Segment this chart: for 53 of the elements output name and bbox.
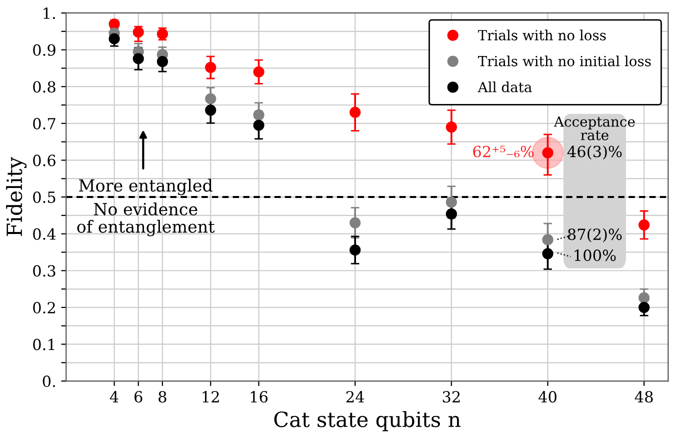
y-tick-label: 0.2 bbox=[33, 302, 55, 314]
x-tick-label: 8 bbox=[158, 391, 166, 403]
point bbox=[132, 53, 144, 64]
y-tick-label: 0.6 bbox=[33, 154, 56, 166]
x-tick-label: 12 bbox=[202, 391, 219, 402]
y-tick-label: 0.5 bbox=[33, 191, 56, 204]
point bbox=[253, 66, 264, 78]
point bbox=[205, 62, 216, 74]
y-tick-label: 0.1 bbox=[33, 338, 54, 350]
point bbox=[350, 244, 361, 256]
x-tick-label: 32 bbox=[442, 391, 460, 403]
y-tick-label: 0.9 bbox=[33, 44, 56, 56]
annotation: Acceptance rate bbox=[554, 116, 635, 140]
point bbox=[253, 120, 264, 131]
legend-label: Trials with no loss bbox=[478, 30, 606, 40]
point bbox=[446, 122, 457, 133]
legend-label: All data bbox=[478, 82, 532, 92]
y-tick-label: 1. bbox=[44, 7, 55, 20]
x-tick-label: 6 bbox=[134, 391, 142, 403]
y-tick-label: 0. bbox=[42, 376, 55, 388]
point bbox=[205, 104, 216, 116]
legend-label: Trials with no initial loss bbox=[478, 56, 651, 66]
point bbox=[638, 292, 650, 304]
annotation: No evidence of entanglement bbox=[77, 202, 215, 236]
x-tick-label: 48 bbox=[634, 391, 653, 403]
point bbox=[446, 208, 457, 220]
annotation: 46(3)% bbox=[567, 145, 622, 160]
annotation: 100% bbox=[574, 250, 616, 262]
annotation: 87(2)% bbox=[568, 228, 622, 242]
point bbox=[253, 109, 264, 120]
x-axis-title: Cat state qubits n bbox=[274, 411, 461, 432]
x-tick-label: 4 bbox=[110, 391, 118, 402]
point bbox=[542, 234, 554, 246]
y-axis-title: Fidelity bbox=[6, 156, 27, 236]
point bbox=[446, 196, 457, 208]
y-tick-label: 0.7 bbox=[33, 118, 56, 130]
point bbox=[638, 302, 650, 313]
x-tick-label: 40 bbox=[538, 391, 556, 403]
point bbox=[638, 219, 650, 231]
annotation: 62⁺⁵₋₆% bbox=[473, 146, 534, 158]
point bbox=[205, 93, 216, 104]
point bbox=[132, 26, 144, 38]
point bbox=[542, 248, 554, 260]
y-tick-label: 0.8 bbox=[33, 81, 56, 93]
x-tick-label: 24 bbox=[346, 391, 364, 402]
y-tick-label: 0.3 bbox=[33, 265, 56, 277]
y-tick-label: 0.4 bbox=[33, 228, 56, 240]
point bbox=[350, 217, 361, 228]
annotation: More entangled bbox=[79, 178, 212, 196]
point bbox=[350, 106, 361, 118]
point bbox=[108, 33, 120, 44]
x-tick-label: 16 bbox=[250, 391, 268, 403]
point bbox=[156, 56, 168, 68]
